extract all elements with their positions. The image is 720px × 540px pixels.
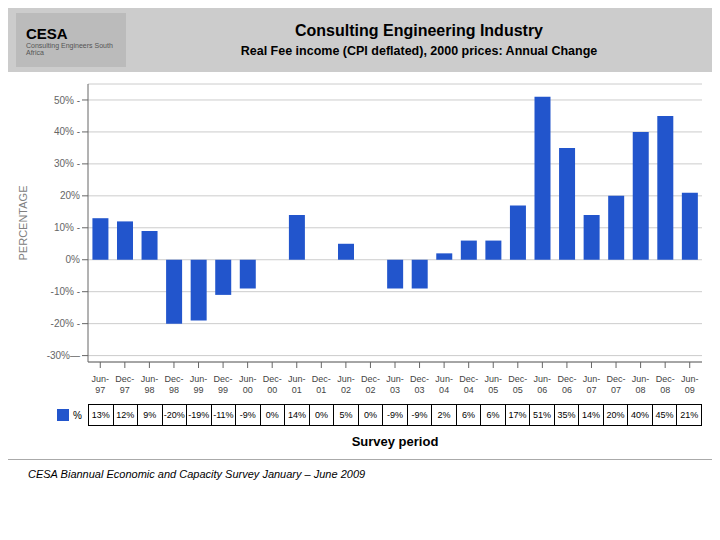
html-text:-9%: -9% [239,410,256,420]
html-text:17%: 17% [508,410,527,420]
html-text:Survey period: Survey period [351,434,439,449]
svg-text:10% -: 10% - [54,222,80,233]
svg-text:Jun-01: Jun-01 [288,374,306,395]
html-text:0%: 0% [363,410,377,420]
html-text:13%: 13% [91,410,110,420]
svg-text:-10% -: -10% - [51,286,80,297]
html-text:14%: 14% [287,410,306,420]
html-text:20%: 20% [606,410,625,420]
svg-text:Jun-09: Jun-09 [681,374,699,395]
svg-text:Dec-06: Dec-06 [557,374,576,395]
svg-text:Dec-08: Dec-08 [656,374,675,395]
svg-text:Dec-98: Dec-98 [164,374,183,395]
svg-text:Dec-04: Dec-04 [459,374,478,395]
html-text:CESA: CESA [26,24,68,42]
html-text:Consulting Engineers South Afr: Consulting Engineers South Africa [26,41,113,56]
svg-text:Jun-06: Jun-06 [534,374,552,395]
svg-text:50% -: 50% - [54,95,80,106]
html-text:2%: 2% [437,410,451,420]
html-text:9%: 9% [143,410,157,420]
html-text:CESA Biannual Economic and Cap: CESA Biannual Economic and Capacity Surv… [28,468,366,480]
html-text:5%: 5% [339,410,353,420]
svg-text:Jun-02: Jun-02 [337,374,355,395]
html-text:14%: 14% [582,410,601,420]
html-text:6%: 6% [462,410,475,420]
html-text:6%: 6% [486,410,500,420]
html-text:-20% -19% -11%: -20% -19% -11% [163,410,234,420]
svg-text:Jun-07: Jun-07 [583,374,601,395]
svg-text:Dec-02: Dec-02 [361,374,380,395]
html-text:40%: 40% [631,410,650,420]
html-text:35%: 35% [557,410,576,420]
svg-text:20%: 20% [60,190,80,201]
svg-text:-30%—: -30%— [47,350,80,361]
svg-text:Jun-99: Jun-99 [190,374,208,395]
svg-text:Dec-00: Dec-00 [263,374,282,395]
html-text:45%: 45% [655,410,674,420]
html-text:51%: 51% [533,410,551,420]
html-text:Real Fee income (CPI deflated): Real Fee income (CPI deflated), 2000 pri… [240,44,598,58]
svg-text:40% -: 40% - [54,126,80,137]
html-text:0%: 0% [314,410,328,420]
svg-text:Dec-01: Dec-01 [312,374,331,395]
svg-text:PERCENTAGE: PERCENTAGE [17,186,29,261]
svg-text:Dec-99: Dec-99 [214,374,233,395]
svg-text:Dec-97: Dec-97 [115,374,134,395]
svg-text:Jun-03: Jun-03 [386,374,404,395]
svg-text:Jun-98: Jun-98 [141,374,159,395]
svg-text:Dec-07: Dec-07 [607,374,626,395]
svg-text:Dec-03: Dec-03 [410,374,429,395]
svg-text:Jun-04: Jun-04 [435,374,453,395]
html-text:12%: 12% [116,410,135,420]
html-text:21%: 21% [680,410,699,420]
svg-text:Dec-05: Dec-05 [508,374,527,395]
html-text:-9%: -9% [411,410,428,420]
svg-text:-20% -: -20% - [51,318,80,329]
html-text:Consulting Engineering Industr: Consulting Engineering Industry [295,22,543,39]
svg-text:Jun-08: Jun-08 [632,374,650,395]
svg-text:Jun-97: Jun-97 [92,374,110,395]
svg-text:Jun-05: Jun-05 [484,374,502,395]
svg-text:Jun-00: Jun-00 [239,374,257,395]
html-text:-9%: -9% [386,410,403,420]
svg-text:0%: 0% [66,254,81,265]
svg-text:30% -: 30% - [54,158,80,169]
html-text:0%: 0% [265,410,279,420]
